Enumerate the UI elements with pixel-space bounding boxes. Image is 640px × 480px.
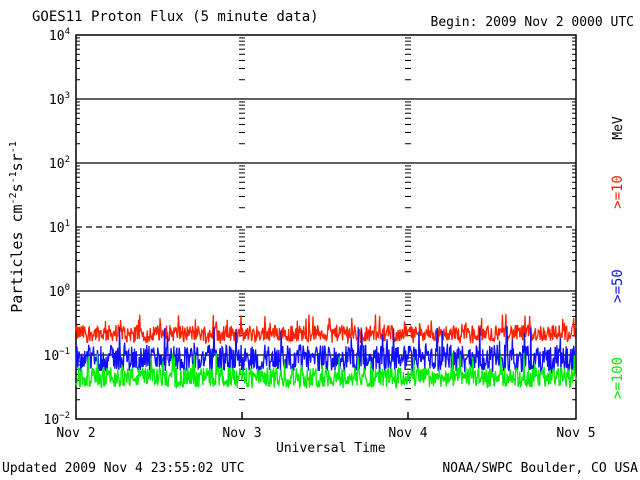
updated-timestamp: Updated 2009 Nov 4 23:55:02 UTC (2, 461, 245, 476)
y-tick-label: 103 (49, 91, 70, 108)
y-tick-labels: 10−2 10−1 100 101 102 103 104 (44, 27, 71, 428)
x-tick-nov3: Nov 3 (222, 426, 262, 441)
y-tick-label: 100 (49, 283, 70, 300)
x-tick-nov5: Nov 5 (556, 426, 596, 441)
begin-time: Begin: 2009 Nov 2 0000 UTC (430, 15, 635, 30)
credit-text: NOAA/SWPC Boulder, CO USA (442, 461, 638, 476)
legend-ge10: >=10 (610, 175, 626, 209)
y-tick-label: 104 (49, 27, 70, 44)
series-ge10 (75, 313, 577, 344)
gridlines (76, 98, 576, 356)
x-tick-nov4: Nov 4 (388, 426, 428, 441)
x-tick-nov2: Nov 2 (56, 426, 96, 441)
y-tick-label: 102 (49, 155, 70, 172)
series-ge50 (75, 326, 577, 375)
legend-ge50: >=50 (610, 269, 626, 303)
y-tick-label: 10−2 (44, 411, 71, 428)
y-axis-label: Particles cm-2s-1sr-1 (8, 141, 26, 313)
legend-ge100: >=100 (610, 357, 626, 399)
series-ge100 (75, 352, 577, 390)
x-axis-label: Universal Time (276, 441, 386, 456)
series-lines (75, 313, 577, 390)
chart-title: GOES11 Proton Flux (5 minute data) (32, 9, 319, 25)
legend-mev: MeV (611, 116, 626, 140)
y-tick-label: 10−1 (44, 347, 71, 364)
y-tick-label: 101 (49, 219, 70, 236)
